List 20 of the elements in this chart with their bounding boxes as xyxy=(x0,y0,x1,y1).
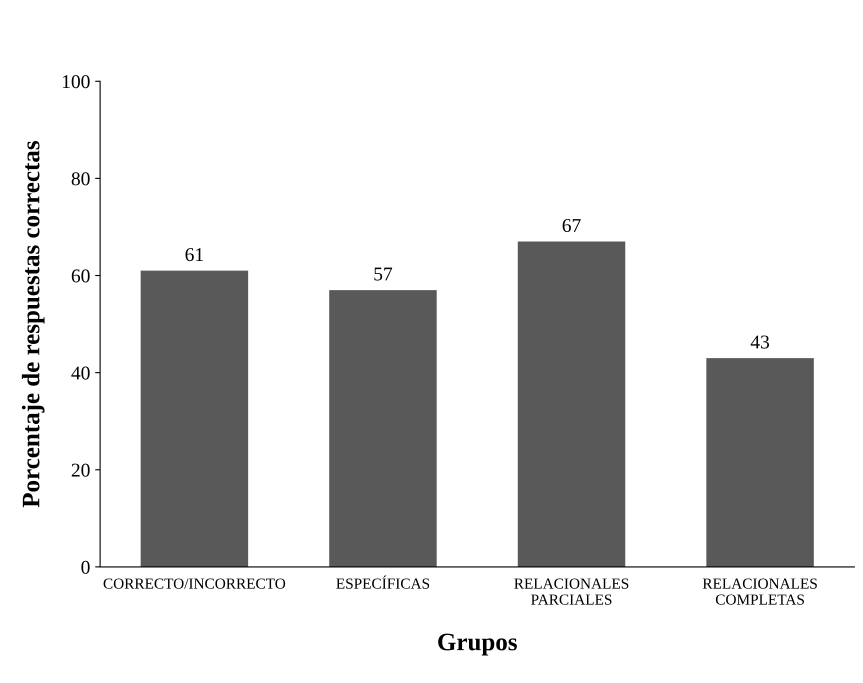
x-tick-label: RELACIONALES COMPLETAS xyxy=(702,578,817,605)
y-axis-title: Porcentaje de respuestas correctas xyxy=(22,141,45,508)
y-tick-label: 60 xyxy=(72,269,90,282)
bar xyxy=(329,290,437,567)
data-label: 61 xyxy=(186,248,203,262)
y-tick-label: 0 xyxy=(81,560,90,574)
data-label: 43 xyxy=(750,336,770,349)
x-tick-label: ESPECÍFICAS xyxy=(336,576,430,589)
y-tick-label: 20 xyxy=(72,464,90,477)
y-tick-label: 40 xyxy=(71,366,90,380)
data-label: 67 xyxy=(562,218,581,232)
y-tick-label: 100 xyxy=(62,75,90,88)
bar xyxy=(706,358,814,567)
x-axis-title: Grupos xyxy=(438,634,517,656)
bar xyxy=(140,270,248,567)
x-tick-label: RELACIONALES PARCIALES xyxy=(514,578,628,605)
x-tick-label: CORRECTO/INCORRECTO xyxy=(104,578,286,589)
bar xyxy=(518,242,626,567)
y-tick-label: 80 xyxy=(72,172,90,186)
data-label: 57 xyxy=(374,268,392,281)
